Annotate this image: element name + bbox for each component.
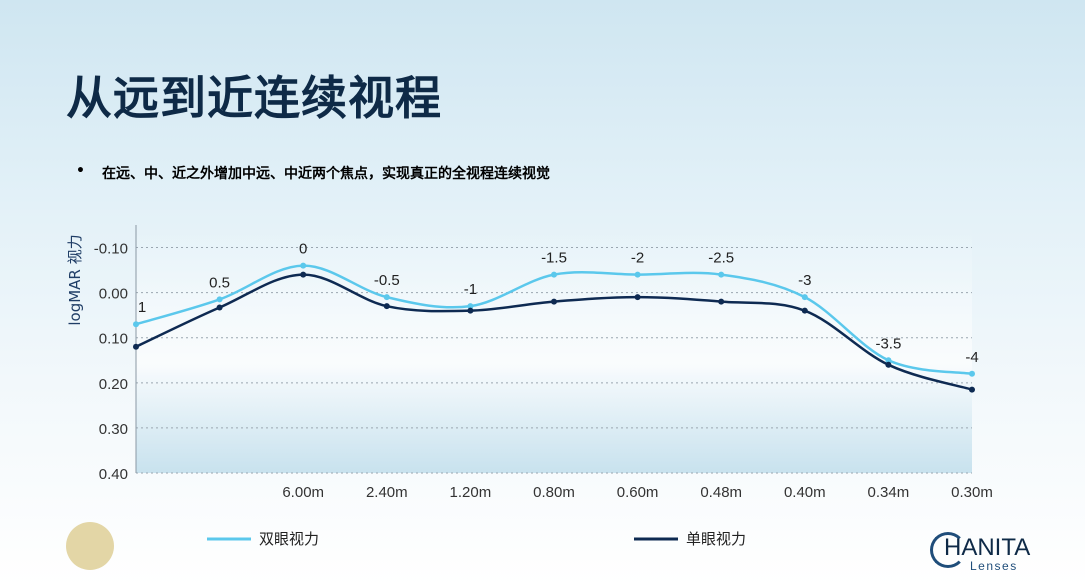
data-point (634, 271, 641, 278)
point-label: -4 (965, 349, 978, 366)
data-point (801, 307, 808, 314)
bullet-marker: • (76, 163, 85, 179)
data-point (551, 271, 557, 278)
data-point (551, 298, 557, 305)
point-label: -2 (631, 250, 644, 267)
point-label: -2.5 (708, 250, 734, 267)
y-tick-label: 0.20 (99, 376, 128, 393)
point-label: -0.5 (374, 272, 400, 289)
x-tick-label: 0.80m (533, 484, 575, 501)
data-point (467, 307, 474, 314)
y-tick-label: -0.10 (94, 241, 128, 258)
x-tick-label: 1.20m (450, 484, 492, 501)
data-point (467, 303, 474, 310)
y-tick-label: 0.10 (99, 331, 128, 348)
legend-label: 双眼视力 (259, 530, 319, 548)
hanita-logo: HANITA Lenses (930, 528, 1060, 576)
legend-label: 单眼视力 (686, 530, 746, 548)
data-point (300, 271, 307, 278)
x-tick-label: 0.30m (951, 484, 993, 501)
logo-word: HANITA (944, 534, 1031, 561)
data-point (634, 294, 641, 301)
y-tick-label: 0.40 (99, 466, 128, 483)
logo-sub: Lenses (970, 559, 1018, 573)
data-point (969, 370, 975, 377)
y-tick-label: 0.00 (99, 286, 128, 303)
data-point (969, 386, 975, 393)
data-point (718, 271, 725, 278)
data-point (885, 357, 892, 364)
data-point (216, 296, 223, 303)
plot-area (136, 225, 972, 473)
point-label: 1 (138, 299, 146, 316)
point-label: -3.5 (875, 335, 901, 352)
point-label: 0.5 (209, 274, 230, 291)
data-point (885, 361, 892, 368)
page-title: 从远到近连续视程 (66, 71, 442, 125)
logo-ring-icon (930, 532, 966, 568)
data-point (133, 343, 139, 350)
point-label: -1.5 (541, 250, 567, 267)
data-point (718, 298, 725, 305)
data-point (300, 262, 307, 269)
x-tick-label: 0.40m (784, 484, 826, 501)
x-tick-label: 0.34m (868, 484, 910, 501)
y-tick-label: 0.30 (99, 421, 128, 438)
bullet-text: 在远、中、近之外增加中远、中近两个焦点，实现真正的全视程连续视觉 (102, 166, 550, 182)
y-axis-label: logMAR 视力 (66, 234, 84, 325)
x-tick-label: 2.40m (366, 484, 408, 501)
data-point (801, 294, 808, 301)
data-point (383, 294, 390, 301)
x-tick-label: 0.48m (700, 484, 742, 501)
data-point (216, 304, 223, 311)
decorative-circle (66, 522, 114, 570)
data-point (133, 321, 139, 328)
point-label: -3 (798, 272, 811, 289)
point-labels: 1 0.5 0 -0.5 -1 -1.5 -2 -2.5 -3 -3.5 -4 (138, 241, 979, 366)
data-point (383, 303, 390, 310)
x-tick-label: 6.00m (282, 484, 324, 501)
x-tick-label: 0.60m (617, 484, 659, 501)
point-label: 0 (299, 241, 307, 258)
point-label: -1 (464, 281, 477, 298)
